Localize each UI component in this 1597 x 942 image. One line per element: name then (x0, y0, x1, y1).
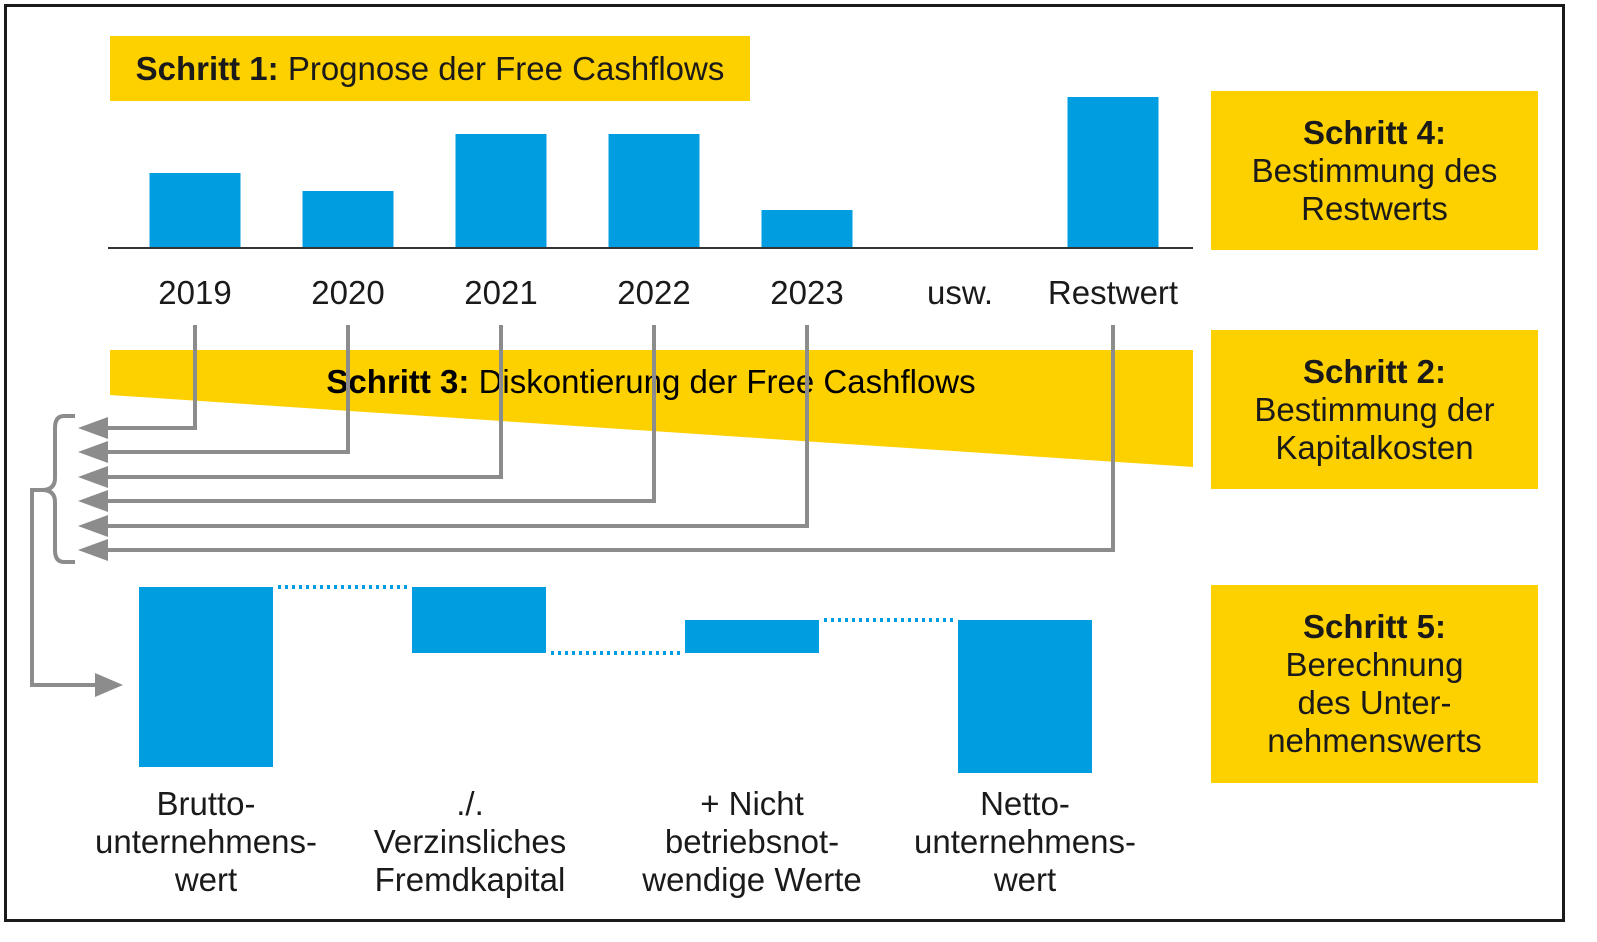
bridge-label-line: Fremdkapital (374, 861, 566, 898)
bridge-label: Brutto-unternehmens-wert (56, 785, 356, 899)
step3-title: Schritt 3: Diskontierung der Free Cashfl… (326, 363, 975, 400)
step1-head: Schritt 1: (135, 49, 279, 87)
forecast-label: 2023 (770, 274, 843, 311)
discount-arrowhead (78, 417, 108, 439)
bridge-bar (958, 620, 1092, 773)
forecast-label: 2020 (311, 274, 384, 311)
step5-line: des Unter- (1297, 684, 1452, 721)
bridge-bar (139, 587, 273, 767)
step1-box: Schritt 1: Prognose der Free Cashflows (110, 36, 750, 101)
step5-head: Schritt 5: (1302, 608, 1447, 645)
forecast-bar (302, 191, 394, 248)
forecast-bar (455, 134, 547, 248)
step2-box: Schritt 2: Bestimmung der Kapitalkosten (1211, 330, 1538, 489)
bridge-label-line: Netto- (980, 785, 1070, 822)
return-arrow-line (30, 488, 95, 687)
discount-connector (100, 325, 1115, 552)
step5-line: nehmenswerts (1267, 722, 1482, 759)
forecast-label: 2019 (158, 274, 231, 311)
discount-arrowhead (78, 441, 108, 463)
bridge-label-line: ./. (456, 785, 484, 822)
discount-arrowheads (78, 417, 108, 561)
discount-wedge (110, 350, 1193, 467)
discount-arrowhead (78, 515, 108, 537)
discount-connectors (100, 325, 1115, 552)
discount-arrowhead (78, 490, 108, 512)
discount-connector (100, 325, 350, 454)
step1-text: Prognose der Free Cashflows (287, 49, 725, 87)
bridge-bar (412, 587, 546, 653)
bridge-label-line: wert (174, 861, 238, 898)
bridge-label-line: unternehmens- (914, 823, 1136, 860)
bridge-bar (685, 620, 819, 653)
step2-line: Kapitalkosten (1275, 428, 1474, 466)
diagram-frame (4, 4, 1565, 922)
bridge-label: + Nicht betriebsnot-wendige Werte (602, 785, 902, 899)
step4-box: Schritt 4: Bestimmung des Restwerts (1211, 91, 1538, 250)
forecast-bar (149, 173, 241, 248)
step3-head: Schritt 3: (326, 363, 469, 400)
step2-head: Schritt 2: (1302, 352, 1447, 390)
discount-connector (100, 325, 503, 479)
forecast-bar (1067, 97, 1159, 248)
forecast-bars (149, 97, 1159, 248)
bridge-bars (139, 587, 1092, 773)
bridge-label-line: betriebsnot- (664, 823, 840, 860)
forecast-label: 2021 (464, 274, 537, 311)
discount-connector (100, 325, 656, 503)
bridge-label-line: unternehmens- (95, 823, 317, 860)
forecast-label: usw. (927, 274, 993, 311)
step2-line: Bestimmung der (1254, 390, 1495, 428)
discount-arrowhead (78, 466, 108, 488)
bridge-connectors (278, 585, 955, 655)
bridge-label-line: Verzinsliches (373, 823, 567, 860)
step5-line: Berechnung (1285, 646, 1464, 683)
step3-text: Diskontierung der Free Cashflows (479, 363, 976, 400)
step5-box: Schritt 5: Berechnung des Unter- nehmens… (1211, 585, 1538, 783)
bridge-label-line: + Nicht (700, 785, 804, 822)
forecast-bar (761, 210, 853, 248)
forecast-bar (608, 134, 700, 248)
discount-connector (100, 325, 809, 528)
forecast-labels: 2019 2020 2021 2022 2023 usw. Restwert (158, 274, 1178, 311)
sum-brace (41, 414, 75, 564)
bridge-label-line: wendige Werte (642, 861, 862, 898)
step4-line: Bestimmung des (1251, 151, 1498, 189)
discount-connector (100, 325, 197, 430)
bridge-label: Netto-unternehmens-wert (875, 785, 1175, 899)
step4-head: Schritt 4: (1302, 113, 1447, 151)
discount-arrowhead (78, 539, 108, 561)
bridge-label-line: Brutto- (156, 785, 256, 822)
bridge-label-line: wert (993, 861, 1057, 898)
forecast-label: Restwert (1048, 274, 1178, 311)
bridge-label: ./. Verzinsliches Fremdkapital (320, 785, 620, 899)
step4-line: Restwerts (1301, 189, 1448, 227)
forecast-label: 2022 (617, 274, 690, 311)
return-arrow-head (95, 673, 123, 697)
